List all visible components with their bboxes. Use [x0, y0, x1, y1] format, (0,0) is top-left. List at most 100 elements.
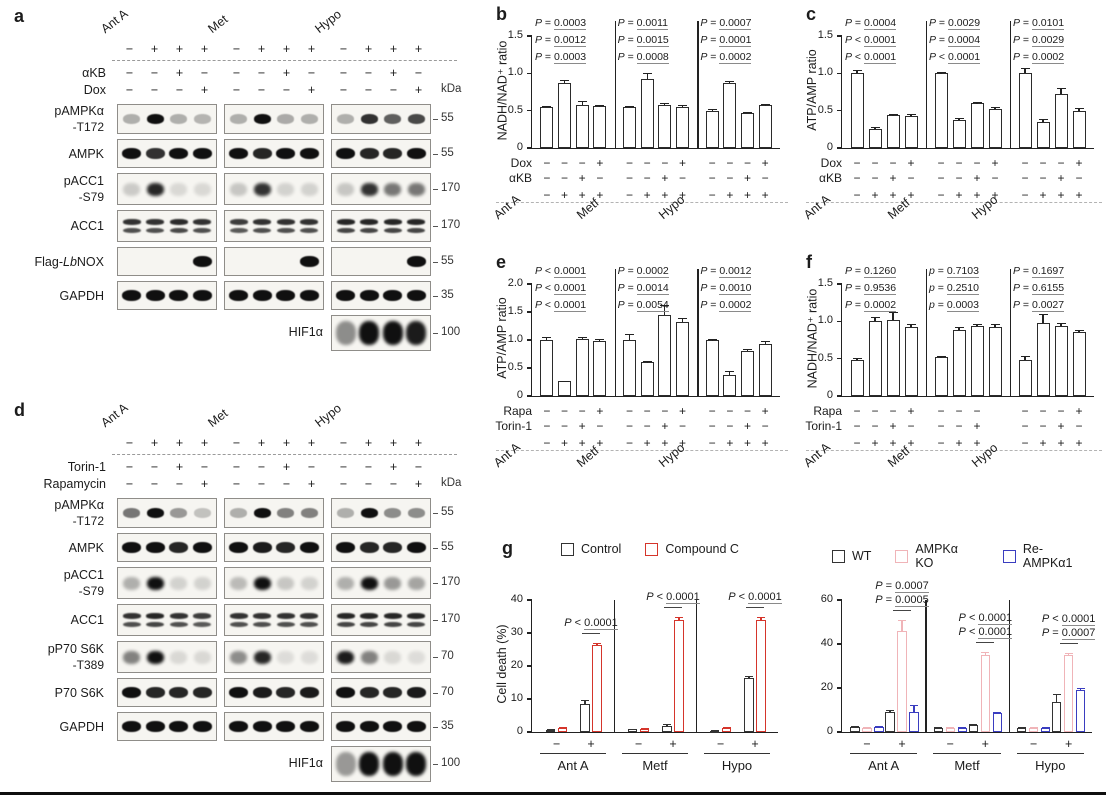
protein-label: ACC1 [70, 219, 104, 233]
blot-band [146, 114, 164, 124]
blot-band [170, 182, 188, 196]
group-sign: + [1075, 436, 1083, 450]
comparison-bracket [582, 632, 601, 634]
blot-band [192, 687, 212, 698]
error-line [1024, 356, 1026, 361]
p-value-label: P = 0.0002 [617, 265, 669, 278]
bar [850, 73, 864, 148]
blot-band [193, 227, 212, 233]
blot-band [300, 114, 318, 124]
blot-band [170, 114, 188, 124]
treatment-sign: − [596, 171, 604, 185]
p-letter: P [700, 51, 708, 63]
bar [874, 726, 884, 732]
bar [1036, 322, 1050, 396]
kda-tick [433, 726, 438, 728]
blot-band [277, 182, 295, 196]
treatment-sign: − [200, 460, 209, 474]
error-bar [660, 103, 670, 105]
blot-band [253, 182, 271, 196]
treatment-sign: − [1075, 171, 1083, 185]
kda-value: 35 [441, 719, 454, 732]
group-sign: − [1021, 188, 1029, 202]
y-tick-mark [837, 283, 842, 285]
treatment-label: Rapa [813, 404, 842, 418]
group-sign: − [853, 436, 861, 450]
error-bar [1029, 726, 1038, 728]
treatment-sign: − [955, 171, 963, 185]
error-bar [577, 336, 587, 339]
p-number: 0.0054 [636, 299, 669, 312]
blot-band [230, 650, 248, 664]
legend-swatch [1002, 549, 1016, 563]
group-divider [697, 269, 699, 396]
blot-band [230, 114, 248, 124]
group-divider [925, 600, 927, 732]
p-value-label: P = 0.0011 [617, 17, 668, 30]
group-name-label: Ant A [557, 758, 589, 773]
y-tick-label: 0.5 [817, 351, 833, 364]
treatment-sign: − [175, 477, 184, 491]
bar [662, 726, 672, 732]
treatment-sign: − [543, 156, 551, 170]
blot-band [122, 621, 141, 627]
group-name-label: Ant A [868, 758, 900, 773]
lane-sign: + [364, 42, 373, 56]
error-bar [725, 371, 735, 375]
p-number: 0.0003 [946, 299, 979, 312]
lane-sign: + [150, 436, 159, 450]
protein-label: AMPK [68, 146, 104, 161]
blot-band [407, 621, 426, 627]
blot-band [300, 621, 319, 627]
error-line [1042, 119, 1044, 122]
lane-sign: + [414, 436, 423, 450]
treatment-sign: + [973, 419, 981, 433]
p-letter: p [929, 299, 935, 311]
p-number: 0.0002 [719, 299, 752, 312]
group-divider [614, 600, 616, 732]
group-underline [540, 753, 606, 755]
blot-lane [336, 613, 355, 627]
error-bar [546, 729, 555, 731]
y-axis-line [530, 600, 532, 732]
error-bar [560, 380, 569, 382]
error-bar [936, 71, 946, 74]
p-number: 0.0007 [1061, 626, 1096, 640]
error-bar [542, 106, 552, 108]
error-bar [1064, 652, 1073, 655]
treatment-sign: − [708, 171, 716, 185]
bar [970, 103, 984, 148]
lane-sign: + [257, 42, 266, 56]
p-number: 0.7103 [946, 265, 979, 278]
blot-box [224, 641, 324, 673]
y-tick-label: 1.0 [817, 314, 833, 327]
condition-sign: − [863, 737, 871, 751]
error-bar [1041, 726, 1050, 728]
blot-box [117, 247, 217, 276]
bar [639, 729, 650, 732]
legend-item: Compound C [645, 542, 739, 556]
bar [580, 703, 590, 732]
p-value-label: P < 0.0001 [728, 590, 782, 604]
blot-box [224, 567, 324, 599]
bar [952, 330, 966, 396]
treatment-sign: − [1021, 171, 1029, 185]
error-line [1060, 323, 1062, 326]
bar [868, 128, 882, 148]
bar [885, 712, 895, 732]
blot-box [224, 604, 324, 636]
group-divider [926, 269, 928, 396]
group-sign: − [853, 188, 861, 202]
error-line [889, 711, 891, 713]
treatment-sign: − [661, 156, 669, 170]
error-bar [542, 337, 552, 340]
blot-band [169, 621, 188, 627]
treatment-label: αKB [509, 171, 532, 185]
bar [850, 360, 864, 396]
p-number: 0.0012 [553, 34, 587, 47]
group-name-label: Hypo [312, 400, 345, 430]
blot-band [169, 148, 189, 159]
p-letter: P [646, 591, 654, 604]
error-bar [743, 348, 752, 352]
legend-item: Re-AMPKα1 [1002, 542, 1092, 570]
